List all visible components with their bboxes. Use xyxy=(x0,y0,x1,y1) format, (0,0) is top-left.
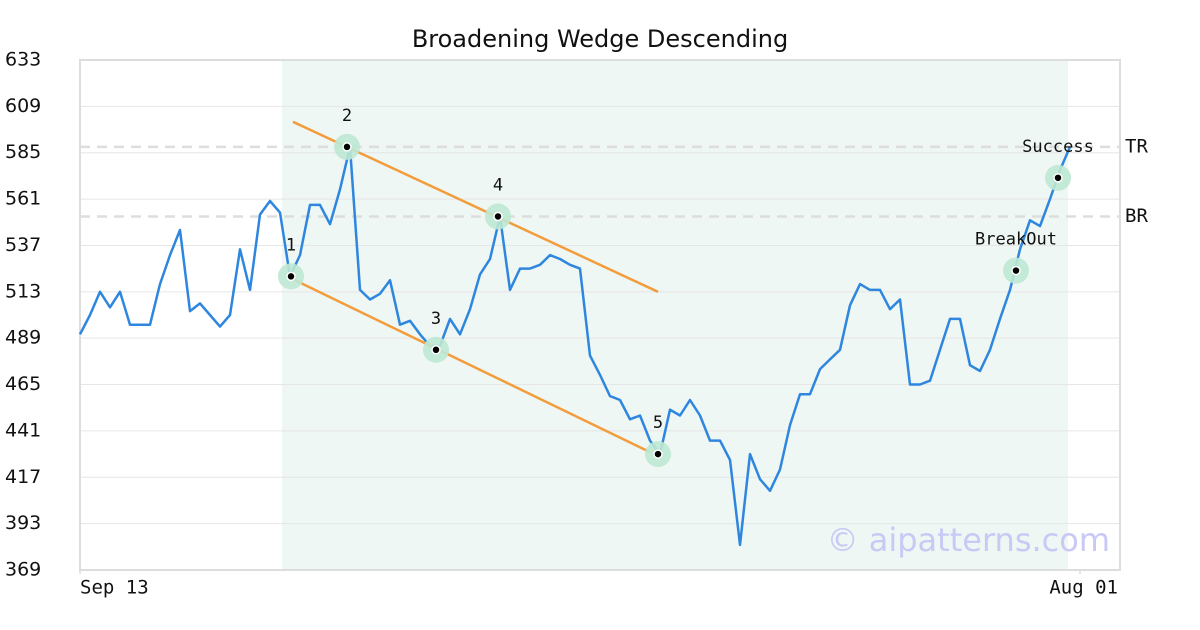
y-tick-label: 393 xyxy=(5,512,41,534)
y-tick-label: 441 xyxy=(5,419,41,441)
pattern-point xyxy=(286,271,296,282)
point-label: BreakOut xyxy=(975,230,1057,250)
y-tick-label: 513 xyxy=(5,280,41,302)
price-line xyxy=(78,145,1072,547)
pattern-point xyxy=(431,345,441,355)
pattern-point xyxy=(342,142,352,152)
x-tick-label: Aug 01 xyxy=(1049,577,1118,599)
y-tick-label: 633 xyxy=(5,49,41,71)
pattern-point xyxy=(1053,173,1063,183)
pattern-point xyxy=(493,211,503,222)
plot-frame xyxy=(79,59,1121,571)
highlight-band xyxy=(282,60,1068,570)
point-label: Success xyxy=(1022,137,1094,157)
trend-line xyxy=(290,277,651,454)
y-tick-label: 585 xyxy=(5,141,41,163)
point-label: 5 xyxy=(653,413,663,433)
watermark: © aipatterns.com xyxy=(827,521,1110,559)
point-label: 2 xyxy=(342,106,352,126)
pattern-point xyxy=(653,449,663,459)
point-label: 3 xyxy=(431,309,441,329)
chart-title: Broadening Wedge Descending xyxy=(412,25,788,53)
level-label: TR xyxy=(1125,135,1148,157)
y-tick-label: 489 xyxy=(5,327,41,349)
x-tick-label: Sep 13 xyxy=(80,577,149,599)
point-label: 4 xyxy=(493,175,503,195)
y-tick-label: 417 xyxy=(5,466,41,488)
y-tick-label: 537 xyxy=(5,234,41,256)
point-label: 1 xyxy=(286,235,296,255)
level-label: BR xyxy=(1125,205,1148,227)
y-tick-label: 561 xyxy=(5,188,41,210)
y-tick-label: 465 xyxy=(5,373,41,395)
pattern-point xyxy=(1011,265,1021,276)
y-tick-label: 369 xyxy=(5,559,41,581)
y-tick-label: 609 xyxy=(5,95,41,117)
